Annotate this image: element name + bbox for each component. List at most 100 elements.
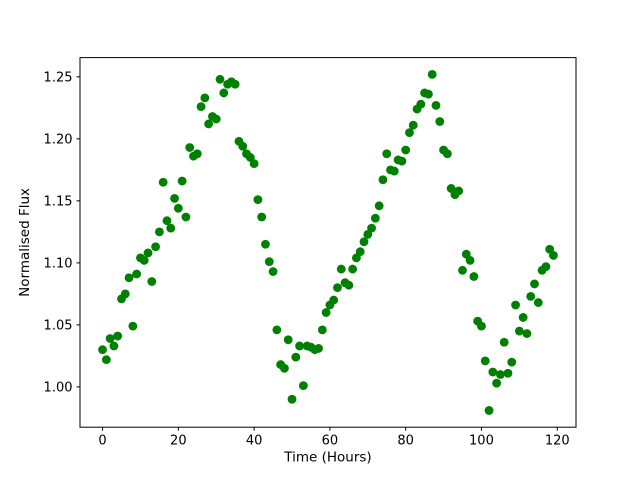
data-point (139, 255, 149, 265)
data-point (298, 381, 308, 391)
data-point (158, 177, 168, 187)
data-point (333, 283, 342, 293)
data-point (480, 356, 490, 366)
data-point (329, 295, 339, 305)
data-point (518, 313, 528, 322)
data-point (511, 300, 520, 310)
data-point (374, 201, 384, 211)
x-tick-label: 40 (246, 434, 263, 449)
data-point (382, 149, 392, 159)
data-point (219, 88, 229, 98)
data-point (109, 341, 119, 351)
axis-ticks: 0 20 40 60 80 100 120 1.00 1.05 1.10 1.15 1.20 1.25 (44, 70, 570, 448)
data-point (484, 406, 494, 415)
data-point (170, 193, 179, 203)
y-tick-label: 1.10 (44, 256, 73, 271)
data-point (253, 195, 263, 205)
data-point (336, 264, 346, 274)
x-tick-label: 80 (397, 434, 414, 449)
data-point (442, 149, 452, 159)
data-point (533, 298, 543, 307)
data-point (249, 159, 259, 169)
data-point (204, 119, 214, 129)
data-point (454, 186, 464, 196)
data-point (151, 242, 160, 252)
data-point (143, 248, 153, 258)
data-point (101, 355, 111, 365)
data-point (105, 334, 115, 343)
data-point (257, 212, 267, 222)
data-point (177, 176, 187, 186)
data-point (181, 212, 191, 222)
data-point (367, 223, 376, 233)
data-point (477, 321, 486, 331)
data-point (280, 363, 289, 373)
data-point (314, 344, 323, 353)
data-point (503, 368, 513, 378)
data-point (166, 223, 176, 233)
data-point (147, 277, 157, 286)
data-point (401, 145, 411, 155)
x-tick-label: 0 (98, 434, 106, 449)
y-tick-label: 1.05 (44, 318, 73, 333)
data-point (173, 203, 183, 213)
data-point (514, 326, 524, 336)
data-point (162, 216, 172, 226)
x-tick-label: 120 (545, 434, 570, 449)
data-point (435, 117, 445, 126)
data-point (291, 352, 301, 362)
data-point (321, 308, 331, 317)
data-point (416, 99, 426, 109)
data-point (295, 341, 304, 351)
y-tick-label: 1.15 (44, 194, 73, 209)
data-point (113, 331, 123, 341)
data-point (264, 257, 274, 267)
data-point (431, 100, 441, 110)
data-point (507, 357, 517, 367)
data-point (261, 239, 270, 249)
y-tick-label: 1.20 (44, 132, 73, 147)
y-tick-label: 1.00 (44, 380, 73, 395)
data-point (408, 120, 418, 130)
data-point (272, 325, 282, 335)
data-point (98, 345, 107, 355)
data-point (317, 325, 327, 335)
data-point (541, 262, 551, 271)
data-point (496, 370, 505, 379)
data-point (238, 141, 248, 151)
data-point (499, 337, 509, 347)
x-axis-label: Time (Hours) (283, 450, 371, 466)
data-point (359, 237, 369, 247)
data-point (211, 114, 221, 124)
y-tick-label: 1.25 (44, 70, 73, 85)
data-point (132, 269, 142, 279)
data-point (530, 279, 539, 289)
data-point (370, 213, 380, 223)
data-point (230, 79, 240, 89)
data-point (185, 143, 195, 152)
data-point (283, 335, 293, 345)
data-point (424, 89, 433, 99)
data-point (469, 272, 479, 281)
data-points (98, 69, 558, 415)
data-point (458, 265, 467, 275)
data-point (192, 149, 202, 159)
data-point (355, 247, 365, 257)
data-point (344, 280, 354, 290)
plot-frame (79, 57, 577, 428)
x-tick-label: 20 (170, 434, 187, 449)
data-point (128, 321, 138, 331)
data-point (397, 156, 407, 166)
data-point (526, 291, 536, 301)
data-point (465, 255, 475, 265)
data-point (120, 289, 130, 299)
data-point (378, 175, 388, 185)
data-point (492, 378, 502, 388)
data-point (215, 74, 225, 84)
data-point (196, 102, 206, 111)
data-point (522, 329, 532, 338)
data-point (200, 93, 210, 103)
data-point (348, 264, 358, 274)
